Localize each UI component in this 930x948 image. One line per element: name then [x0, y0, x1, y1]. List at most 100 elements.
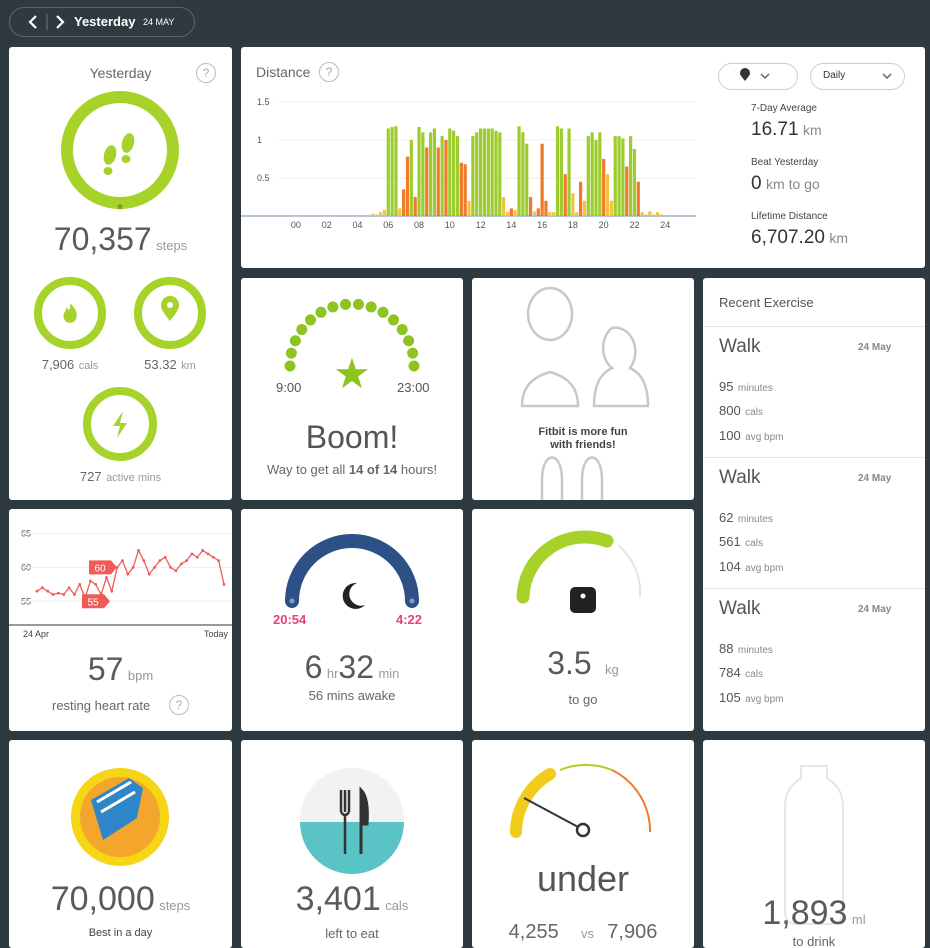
x-tick-label: 20: [599, 220, 609, 230]
pin-icon: [161, 296, 179, 321]
gauge-needle: [523, 797, 581, 829]
badge-unit: steps: [159, 898, 191, 913]
sleep-tile: 20:54 4:22 6 hr32 min 56 mins awake: [241, 509, 463, 731]
bar: [375, 214, 379, 216]
bar: [525, 143, 529, 216]
heart-point: [142, 559, 146, 563]
x-tick-label: 12: [476, 220, 486, 230]
food-label: left to eat: [325, 926, 379, 941]
graphic-part: [520, 370, 580, 408]
nav-arrows[interactable]: [10, 8, 70, 36]
bar: [532, 211, 537, 216]
weight-value: 3.5: [547, 645, 592, 681]
steps-rings: ★: [34, 91, 206, 461]
stat-row: 800 cals: [719, 402, 763, 420]
bar: [405, 156, 410, 216]
exercise-item[interactable]: Walk 24 May 62 minutes 561 cals 104 avg bpm: [703, 457, 925, 587]
graphic-part: [526, 286, 574, 342]
location-dropdown[interactable]: [718, 63, 798, 90]
bar: [440, 136, 444, 216]
badge-label: Best in a day: [88, 927, 153, 939]
next-arrow[interactable]: [56, 15, 65, 29]
help-button[interactable]: ?: [169, 695, 189, 715]
graphic-part: [540, 456, 604, 500]
stat-row: 784 cals: [719, 664, 763, 682]
exercise-item[interactable]: Walk 24 May 88 minutes 784 cals 105 avg bpm: [703, 588, 925, 718]
graphic-part: [121, 133, 135, 153]
friends-tile: Fitbit is more fun with friends!: [472, 278, 694, 500]
moon-icon: [342, 582, 365, 609]
bar: [459, 162, 463, 216]
hour-dot: [315, 306, 327, 318]
x-tick-label: 00: [291, 220, 301, 230]
bar: [413, 196, 417, 216]
hourly-end: 23:00: [397, 380, 430, 395]
active-ring: [83, 387, 157, 461]
heart-point: [126, 572, 130, 576]
badge-graphic: [71, 768, 169, 866]
water-graphic: [784, 765, 844, 925]
prev-arrow[interactable]: [28, 15, 37, 29]
heart-stat: 57 bpm: [9, 651, 232, 688]
hour-dot: [408, 360, 420, 372]
stat-value: 16.71: [751, 119, 799, 140]
bar: [590, 132, 594, 216]
water-unit: ml: [851, 912, 866, 927]
stat-unit: cals: [745, 407, 763, 418]
dropdown-icons: [740, 68, 770, 81]
item-divider: [703, 326, 925, 327]
bar: [644, 214, 648, 216]
weight-label: to go: [568, 692, 598, 707]
y-tick-label: 1.5: [257, 97, 270, 107]
bar: [478, 128, 483, 216]
versus: vs: [580, 926, 594, 941]
star-icon: ★: [333, 350, 371, 397]
bar: [552, 212, 556, 216]
bar: [586, 136, 590, 216]
steps-value: 70,357: [53, 221, 152, 257]
heart-point: [67, 586, 71, 590]
bar: [528, 196, 533, 216]
heart-tile: 55 60 65 24 Apr Today 60 55 57 bpm resting hea…: [9, 509, 232, 731]
bar: [625, 166, 629, 216]
exercise-item[interactable]: Walk 24 May 95 minutes 800 cals 100 avg bpm: [703, 326, 925, 456]
hour-dot: [305, 314, 317, 326]
heart-unit: bpm: [127, 668, 154, 683]
balance-values: 4,255 vs 7,906: [472, 921, 694, 944]
scale-icon: [570, 587, 596, 613]
x-tick-label: 16: [537, 220, 547, 230]
bar: [659, 214, 663, 216]
heart-point: [222, 582, 226, 586]
stat-label: Lifetime Distance: [751, 211, 828, 222]
bar: [640, 212, 644, 216]
bar: [444, 139, 448, 216]
burned-value: 7,906: [607, 921, 658, 943]
sleep-end: 4:22: [396, 612, 423, 627]
x-tick-label: 24: [660, 220, 670, 230]
stat-unit: minutes: [737, 514, 773, 525]
bar: [609, 200, 613, 216]
help-button[interactable]: ?: [319, 62, 339, 82]
help-button[interactable]: ?: [196, 63, 216, 83]
stat-value: 105: [719, 690, 741, 705]
steps-title: Yesterday: [89, 65, 152, 81]
bar: [652, 214, 656, 216]
bar: [567, 128, 571, 216]
stat-unit: avg bpm: [745, 694, 784, 705]
heart-point: [185, 559, 189, 563]
stat-row: 88 minutes: [719, 640, 773, 658]
period-dropdown[interactable]: Daily: [810, 63, 905, 90]
stat-row: 105 avg bpm: [719, 689, 784, 707]
balance-status: under: [536, 858, 630, 899]
bar: [417, 126, 421, 216]
friends-message: Fitbit is more fun with friends!: [538, 426, 628, 451]
calories-stat: 7,906 cals: [9, 356, 131, 374]
bar: [598, 132, 602, 216]
hourly-message: Way to get all 14 of 14 hours!: [241, 462, 463, 477]
badge-stripes: [96, 780, 136, 814]
bar: [382, 209, 387, 216]
heart-point: [56, 591, 60, 595]
chevron: [760, 73, 770, 80]
